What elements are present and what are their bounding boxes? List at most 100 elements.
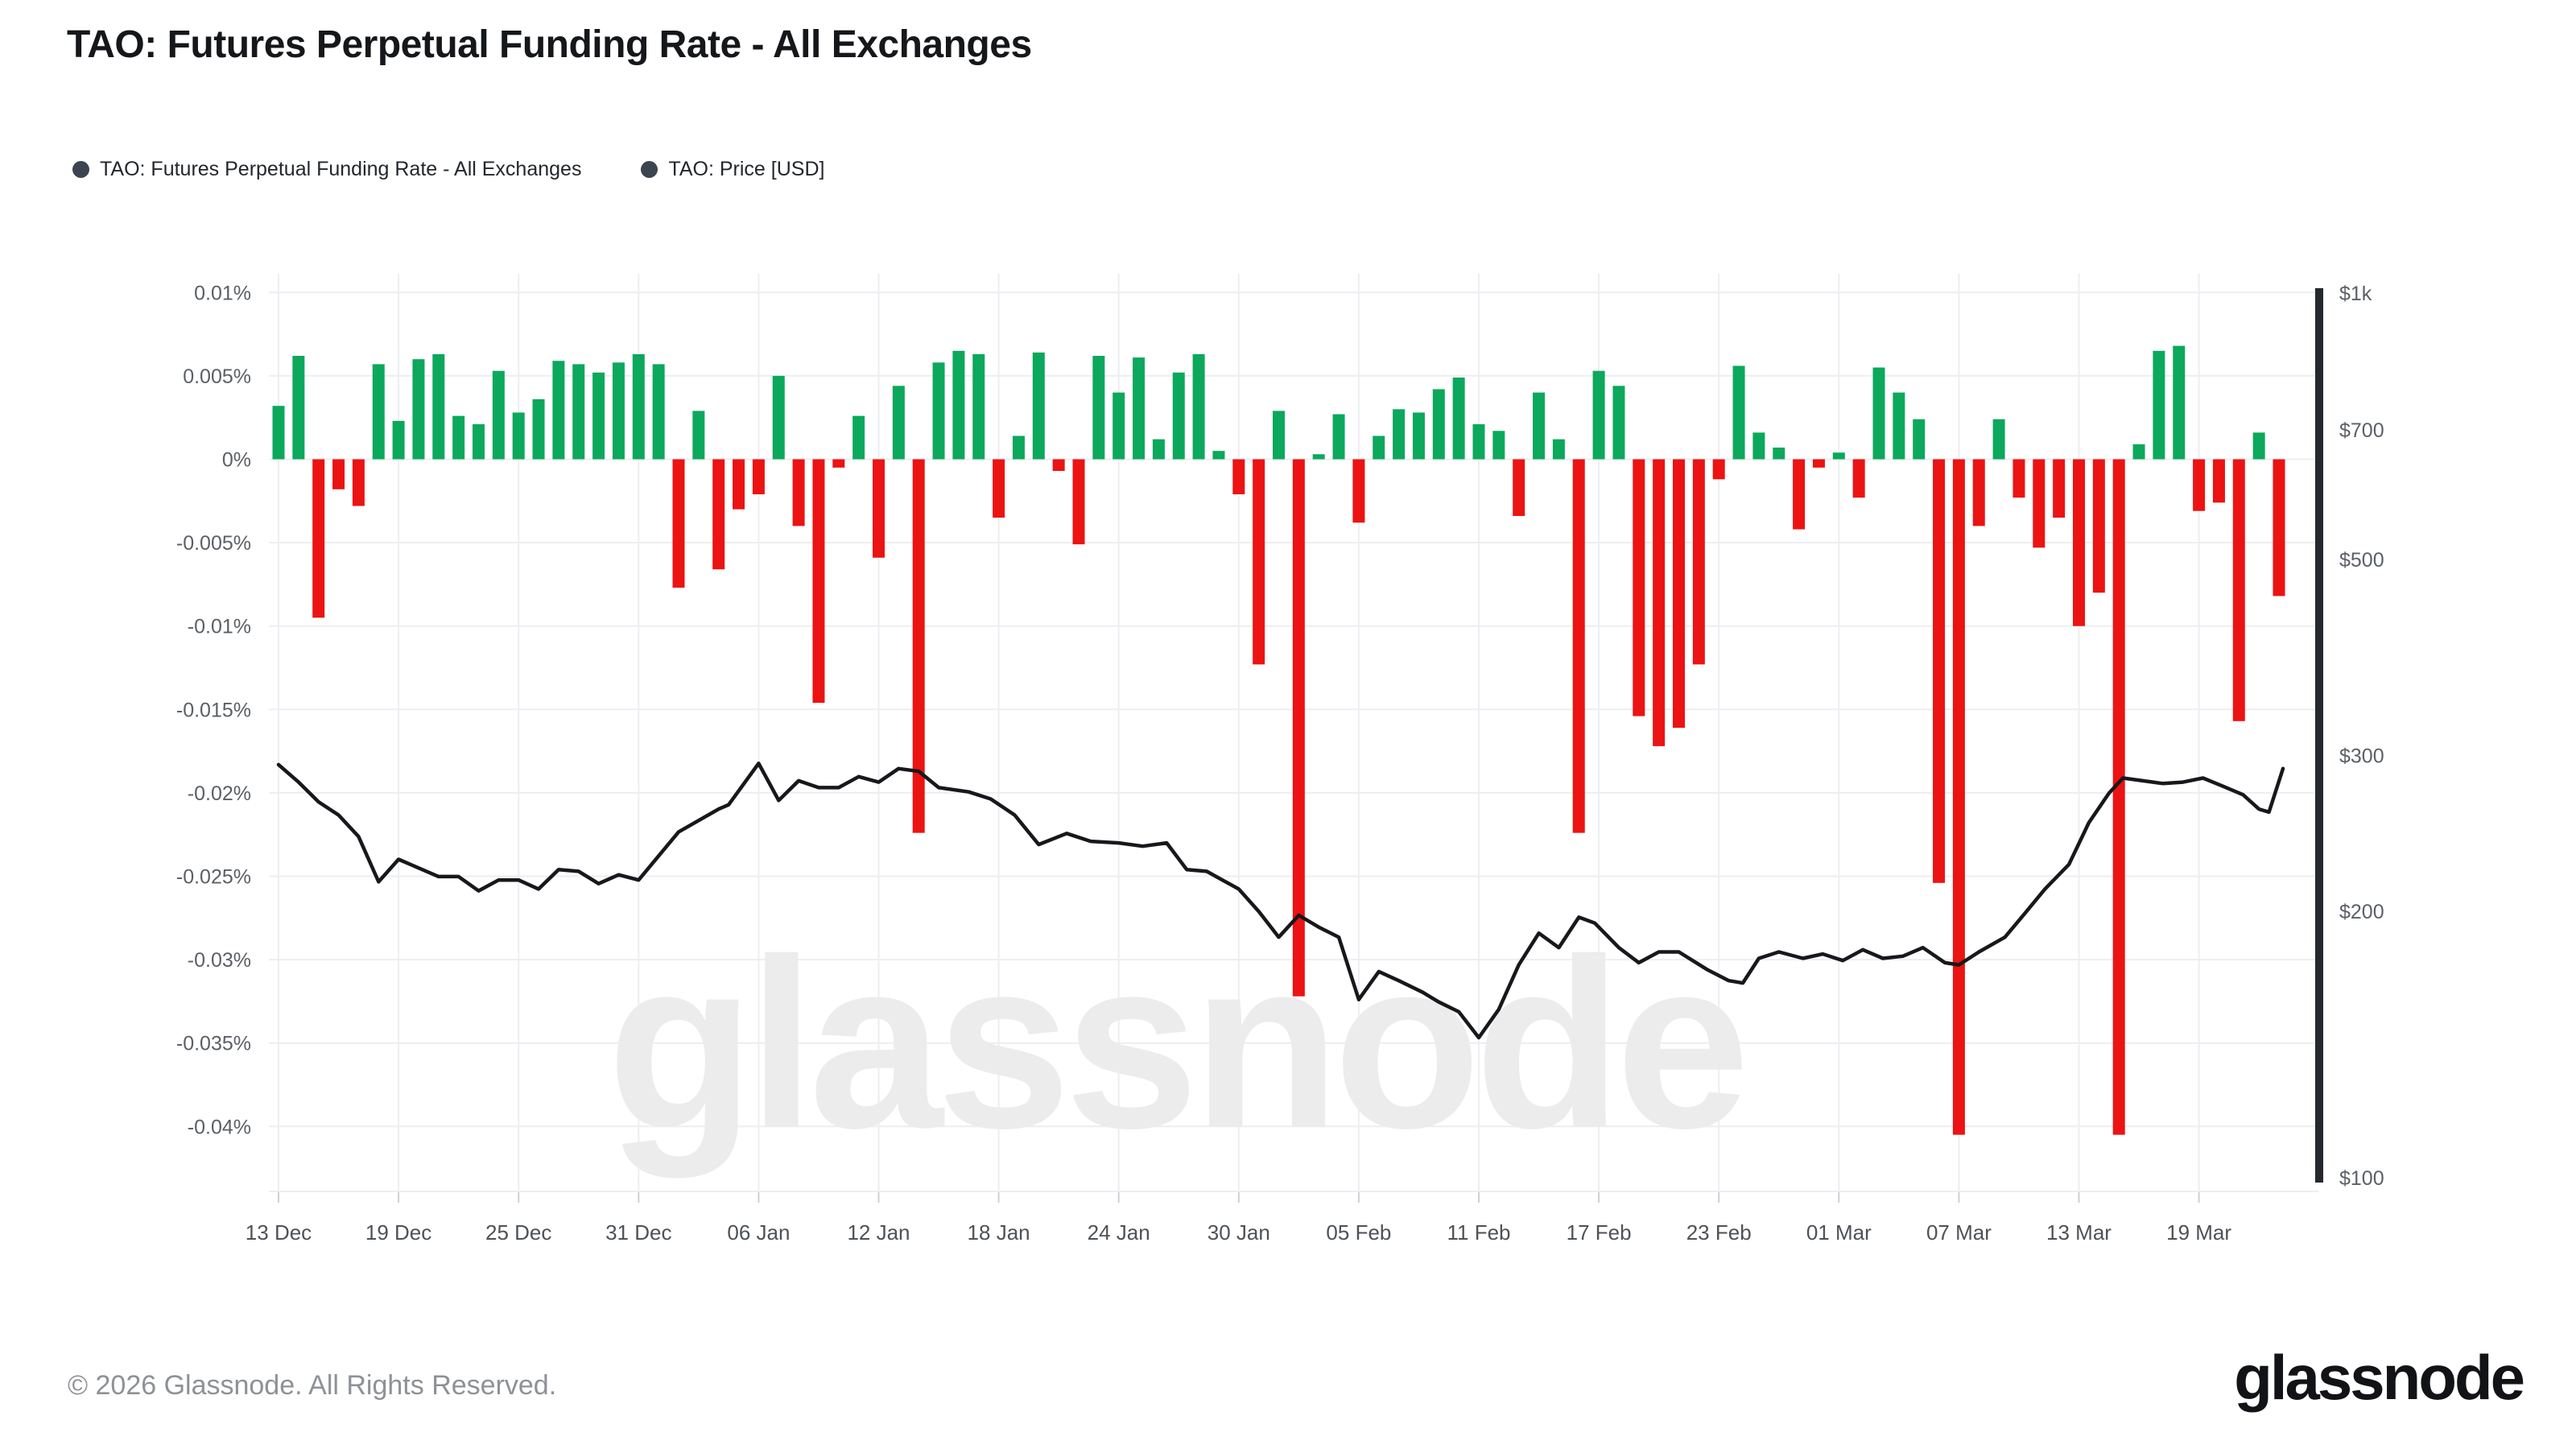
funding-rate-bar [272,406,285,460]
legend-label: TAO: Futures Perpetual Funding Rate - Al… [100,158,582,180]
funding-rate-bar [1492,431,1505,460]
funding-rate-bar [1913,419,1926,460]
funding-rate-bar [1412,412,1425,460]
funding-rate-bar [492,370,505,460]
funding-rate-bar [1273,411,1285,460]
legend-label: TAO: Price [USD] [668,158,825,180]
left-axis-tick-label: 0% [222,449,251,472]
right-axis-tick-label: $500 [2339,549,2384,572]
series-marker-icon [72,161,89,178]
funding-rate-bar [1332,414,1345,460]
legend-item-funding-rate[interactable]: TAO: Futures Perpetual Funding Rate - Al… [72,158,581,181]
watermark: glassnode [607,908,1750,1180]
funding-rate-bar [432,353,445,460]
funding-rate-bar [2153,350,2165,460]
funding-rate-bar [1893,392,1905,460]
price-line [276,762,2285,1040]
funding-rate-bar [733,459,745,510]
x-axis-tick-label: 07 Mar [1926,1220,1992,1245]
right-axis-tick-label: $100 [2339,1167,2384,1190]
funding-rate-bar [1872,367,1885,460]
funding-rate-bar [892,386,905,460]
funding-rate-bar [832,459,845,468]
x-axis-tick-label: 11 Feb [1447,1220,1510,1245]
funding-rate-bar [1212,451,1225,460]
funding-rate-bar [1793,459,1806,530]
funding-rate-bar [1552,439,1565,460]
right-axis-spine [2315,288,2323,1183]
x-axis-tick-label: 13 Mar [2046,1220,2112,1245]
funding-rate-bar [2273,459,2285,597]
funding-rate-bar [1072,459,1085,545]
x-axis-tick-label: 23 Feb [1686,1220,1752,1245]
glassnode-logo: glassnode [2234,1342,2525,1413]
x-axis-tick-label: 17 Feb [1567,1220,1632,1245]
funding-rate-bar [1592,370,1605,460]
funding-rate-bar [1513,459,1525,516]
x-axis-tick-label: 05 Feb [1326,1220,1391,1245]
funding-rate-bar [2232,459,2245,721]
funding-rate-bar [1393,409,1406,460]
funding-rate-bar [1232,459,1245,495]
x-axis-tick-label: 18 Jan [968,1220,1030,1245]
funding-rate-bar [332,459,345,489]
funding-rate-bar [672,459,685,588]
funding-rate-bar [572,364,585,460]
funding-rate-bar [372,364,385,460]
funding-rate-bar [392,420,405,460]
funding-rate-bar [1992,419,2005,460]
funding-rate-bar [2092,459,2105,593]
funding-rate-bar [2212,459,2225,503]
funding-rate-bar [932,362,945,460]
funding-rate-bar [952,350,965,460]
funding-rate-bar [712,459,725,570]
x-axis-tick-label: 25 Dec [485,1220,551,1245]
funding-rate-bars [272,345,2285,1135]
funding-rate-bar [1572,459,1585,833]
funding-rate-bar [1692,459,1705,665]
funding-rate-bar [592,372,605,460]
left-axis-tick-label: -0.03% [188,949,251,972]
funding-rate-bar [1633,459,1645,716]
funding-rate-bar [2132,444,2145,460]
funding-rate-bar [812,459,825,704]
funding-rate-bar [1933,459,1946,883]
funding-rate-bar [1653,459,1666,746]
price-line-path [276,762,2285,1040]
funding-rate-bar [1312,454,1325,460]
chart-axes: 0.01% 0.005% 0% -0.005% -0.01% -0.015% -0.02% -… [176,282,2384,1245]
funding-rate-bar [852,415,865,460]
funding-rate-bar [1192,353,1205,460]
funding-rate-bar [1972,459,1985,526]
funding-rate-bar [1253,459,1265,665]
left-axis-tick-label: -0.005% [176,532,251,555]
funding-rate-bar [1852,459,1865,498]
chart-legend: TAO: Futures Perpetual Funding Rate - Al… [72,158,824,181]
left-axis-tick-label: -0.035% [176,1033,251,1055]
funding-rate-bar [692,411,705,460]
funding-rate-bar [612,362,625,460]
legend-item-price[interactable]: TAO: Price [USD] [641,158,824,181]
funding-rate-bar [752,459,765,495]
funding-rate-bar [2173,345,2186,460]
right-axis-tick-label: $700 [2339,419,2384,442]
page-title: TAO: Futures Perpetual Funding Rate - Al… [67,23,1032,66]
funding-rate-bar [1152,439,1165,460]
left-axis-tick-label: -0.025% [176,866,251,889]
funding-rate-bar [352,459,365,506]
right-axis-tick-label: $1k [2339,283,2372,305]
funding-rate-bar [1133,357,1146,460]
left-axis-tick-label: -0.04% [188,1116,251,1138]
funding-rate-bar [1012,436,1025,460]
x-axis-tick-label: 19 Mar [2166,1220,2231,1245]
funding-rate-bar [2073,459,2085,626]
x-axis-tick-label: 31 Dec [605,1220,671,1245]
left-axis-tick-label: -0.015% [176,699,251,721]
funding-rate-bar [512,412,525,460]
funding-rate-bar [1373,436,1385,460]
funding-rate-bar [652,364,665,460]
funding-rate-bar [2013,459,2025,498]
funding-rate-bar [452,415,465,460]
